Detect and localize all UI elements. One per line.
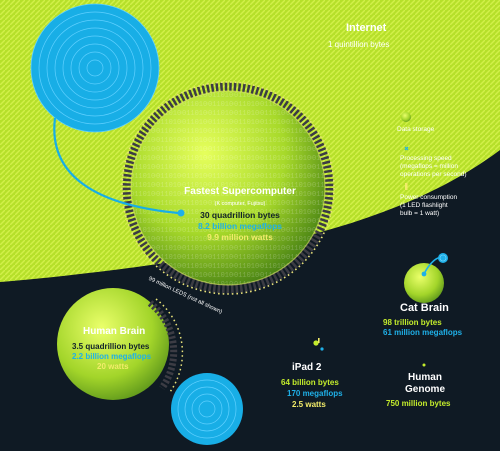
cat-brain-spiral [438,253,448,263]
human-brain-speed: 2.2 billion megaflops [72,352,152,361]
data-storage-icon [401,112,411,122]
led-ring [122,82,334,294]
internet-title: Internet [346,22,387,34]
supercomputer-bytes: 30 quadrillion bytes [200,210,280,220]
cat-brain-speed: 61 million megaflops [383,328,463,337]
human-brain-title: Human Brain [83,326,146,337]
legend-power-consumption: Power consumption (1 LED flashlight bulb… [400,194,458,217]
power-icon [405,183,408,190]
led-ring-lights [121,81,335,295]
cat-brain-bytes: 98 trillion bytes [383,318,442,327]
legend-processing-speed: Processing speed (megaflops = million op… [400,155,467,178]
human-genome-icon [422,363,426,367]
ipad-icon [313,340,319,346]
human-genome-title: Human Genome [404,372,446,395]
supercomputer-power: 9.9 million watts [207,232,273,242]
cat-brain-sphere [404,263,444,303]
binary-texture [131,91,325,285]
cat-brain-title: Cat Brain [400,302,449,314]
human-brain-sphere [57,288,169,400]
ipad-title: iPad 2 [292,362,322,373]
legend-data-storage: Data storage [397,126,435,133]
ipad-speed: 170 megaflops [287,389,343,398]
human-brain-bytes: 3.5 quadrillion bytes [72,342,150,351]
processing-speed-icon [404,146,409,151]
supercomputer-title: Fastest Supercomputer [184,186,296,197]
human-brain-led-arc [147,300,178,391]
human-genome-bytes: 750 million bytes [386,399,451,408]
internet-connector-line [53,117,179,215]
internet-spiral-disk [31,4,159,132]
internet-bytes: 1 quintillion bytes [328,40,390,49]
ipad-bytes: 64 billion bytes [281,378,339,387]
human-brain-power: 20 watts [97,362,129,371]
ipad-power: 2.5 watts [292,400,326,409]
human-brain-spiral-disk [171,373,243,445]
supercomputer-speed: 8.2 billion megaflops [197,221,283,231]
supercomputer-subtitle: (K computer, Fujitsu) [214,201,266,207]
